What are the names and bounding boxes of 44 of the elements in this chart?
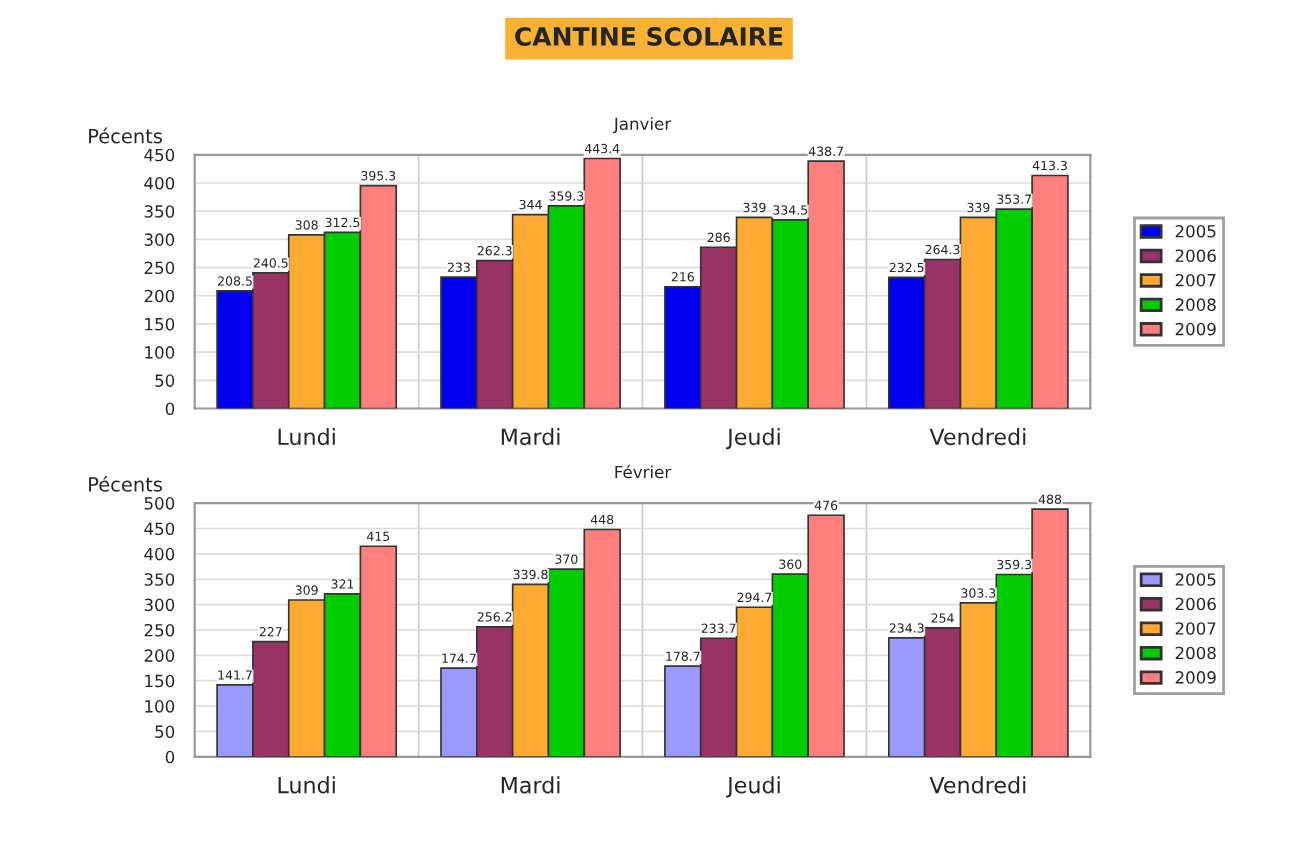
x-tick-label: Jeudi — [726, 427, 780, 450]
legend-label: 2008 — [1175, 298, 1216, 311]
y-axis-title: Pécents — [89, 475, 162, 492]
y-tick-label: 50 — [155, 374, 175, 387]
y-tick-label: 150 — [145, 317, 175, 331]
y-tick-label: 50 — [155, 725, 175, 738]
y-tick-label: 500 — [144, 497, 175, 510]
y-tick-label: 0 — [165, 750, 175, 764]
x-tick-label: Vendredi — [929, 427, 1026, 446]
y-tick-label: 250 — [144, 623, 175, 637]
y-tick-label: 100 — [145, 700, 175, 713]
legend-label: 2007 — [1175, 273, 1216, 287]
legend-label: 2005 — [1175, 573, 1216, 586]
x-tick-label: Vendredi — [929, 776, 1026, 794]
legend-label: 2007 — [1175, 622, 1216, 635]
chart-subtitle: Février — [615, 464, 672, 479]
y-tick-label: 200 — [144, 649, 175, 662]
legend-label: 2006 — [1175, 597, 1216, 611]
y-tick-label: 450 — [144, 148, 175, 162]
y-tick-label: 400 — [144, 547, 175, 561]
x-tick-label: Mardi — [501, 776, 560, 794]
y-axis-title: Pécents — [89, 127, 162, 144]
x-tick-label: Lundi — [278, 427, 335, 446]
x-tick-label: Jeudi — [726, 776, 780, 798]
y-tick-label: 300 — [144, 233, 175, 246]
y-tick-label: 400 — [144, 176, 175, 190]
y-tick-label: 300 — [144, 598, 175, 612]
y-tick-label: 350 — [144, 205, 175, 218]
x-tick-label: Mardi — [501, 427, 560, 446]
legend-label: 2009 — [1175, 671, 1216, 684]
legend-label: 2008 — [1175, 646, 1216, 660]
y-tick-label: 200 — [144, 289, 175, 303]
legend-label: 2006 — [1175, 249, 1216, 263]
chart-title: CANTINE SCOLAIRE — [515, 27, 783, 46]
legend-label: 2009 — [1175, 322, 1216, 336]
chart-subtitle: Janvier — [613, 117, 672, 134]
y-tick-label: 450 — [144, 522, 175, 536]
legend-label: 2005 — [1175, 224, 1216, 238]
y-tick-label: 350 — [144, 573, 175, 586]
y-tick-label: 150 — [145, 674, 175, 688]
x-tick-label: Lundi — [278, 776, 335, 794]
y-tick-label: 250 — [144, 261, 175, 275]
y-tick-label: 100 — [145, 346, 175, 359]
y-tick-label: 0 — [165, 402, 175, 416]
